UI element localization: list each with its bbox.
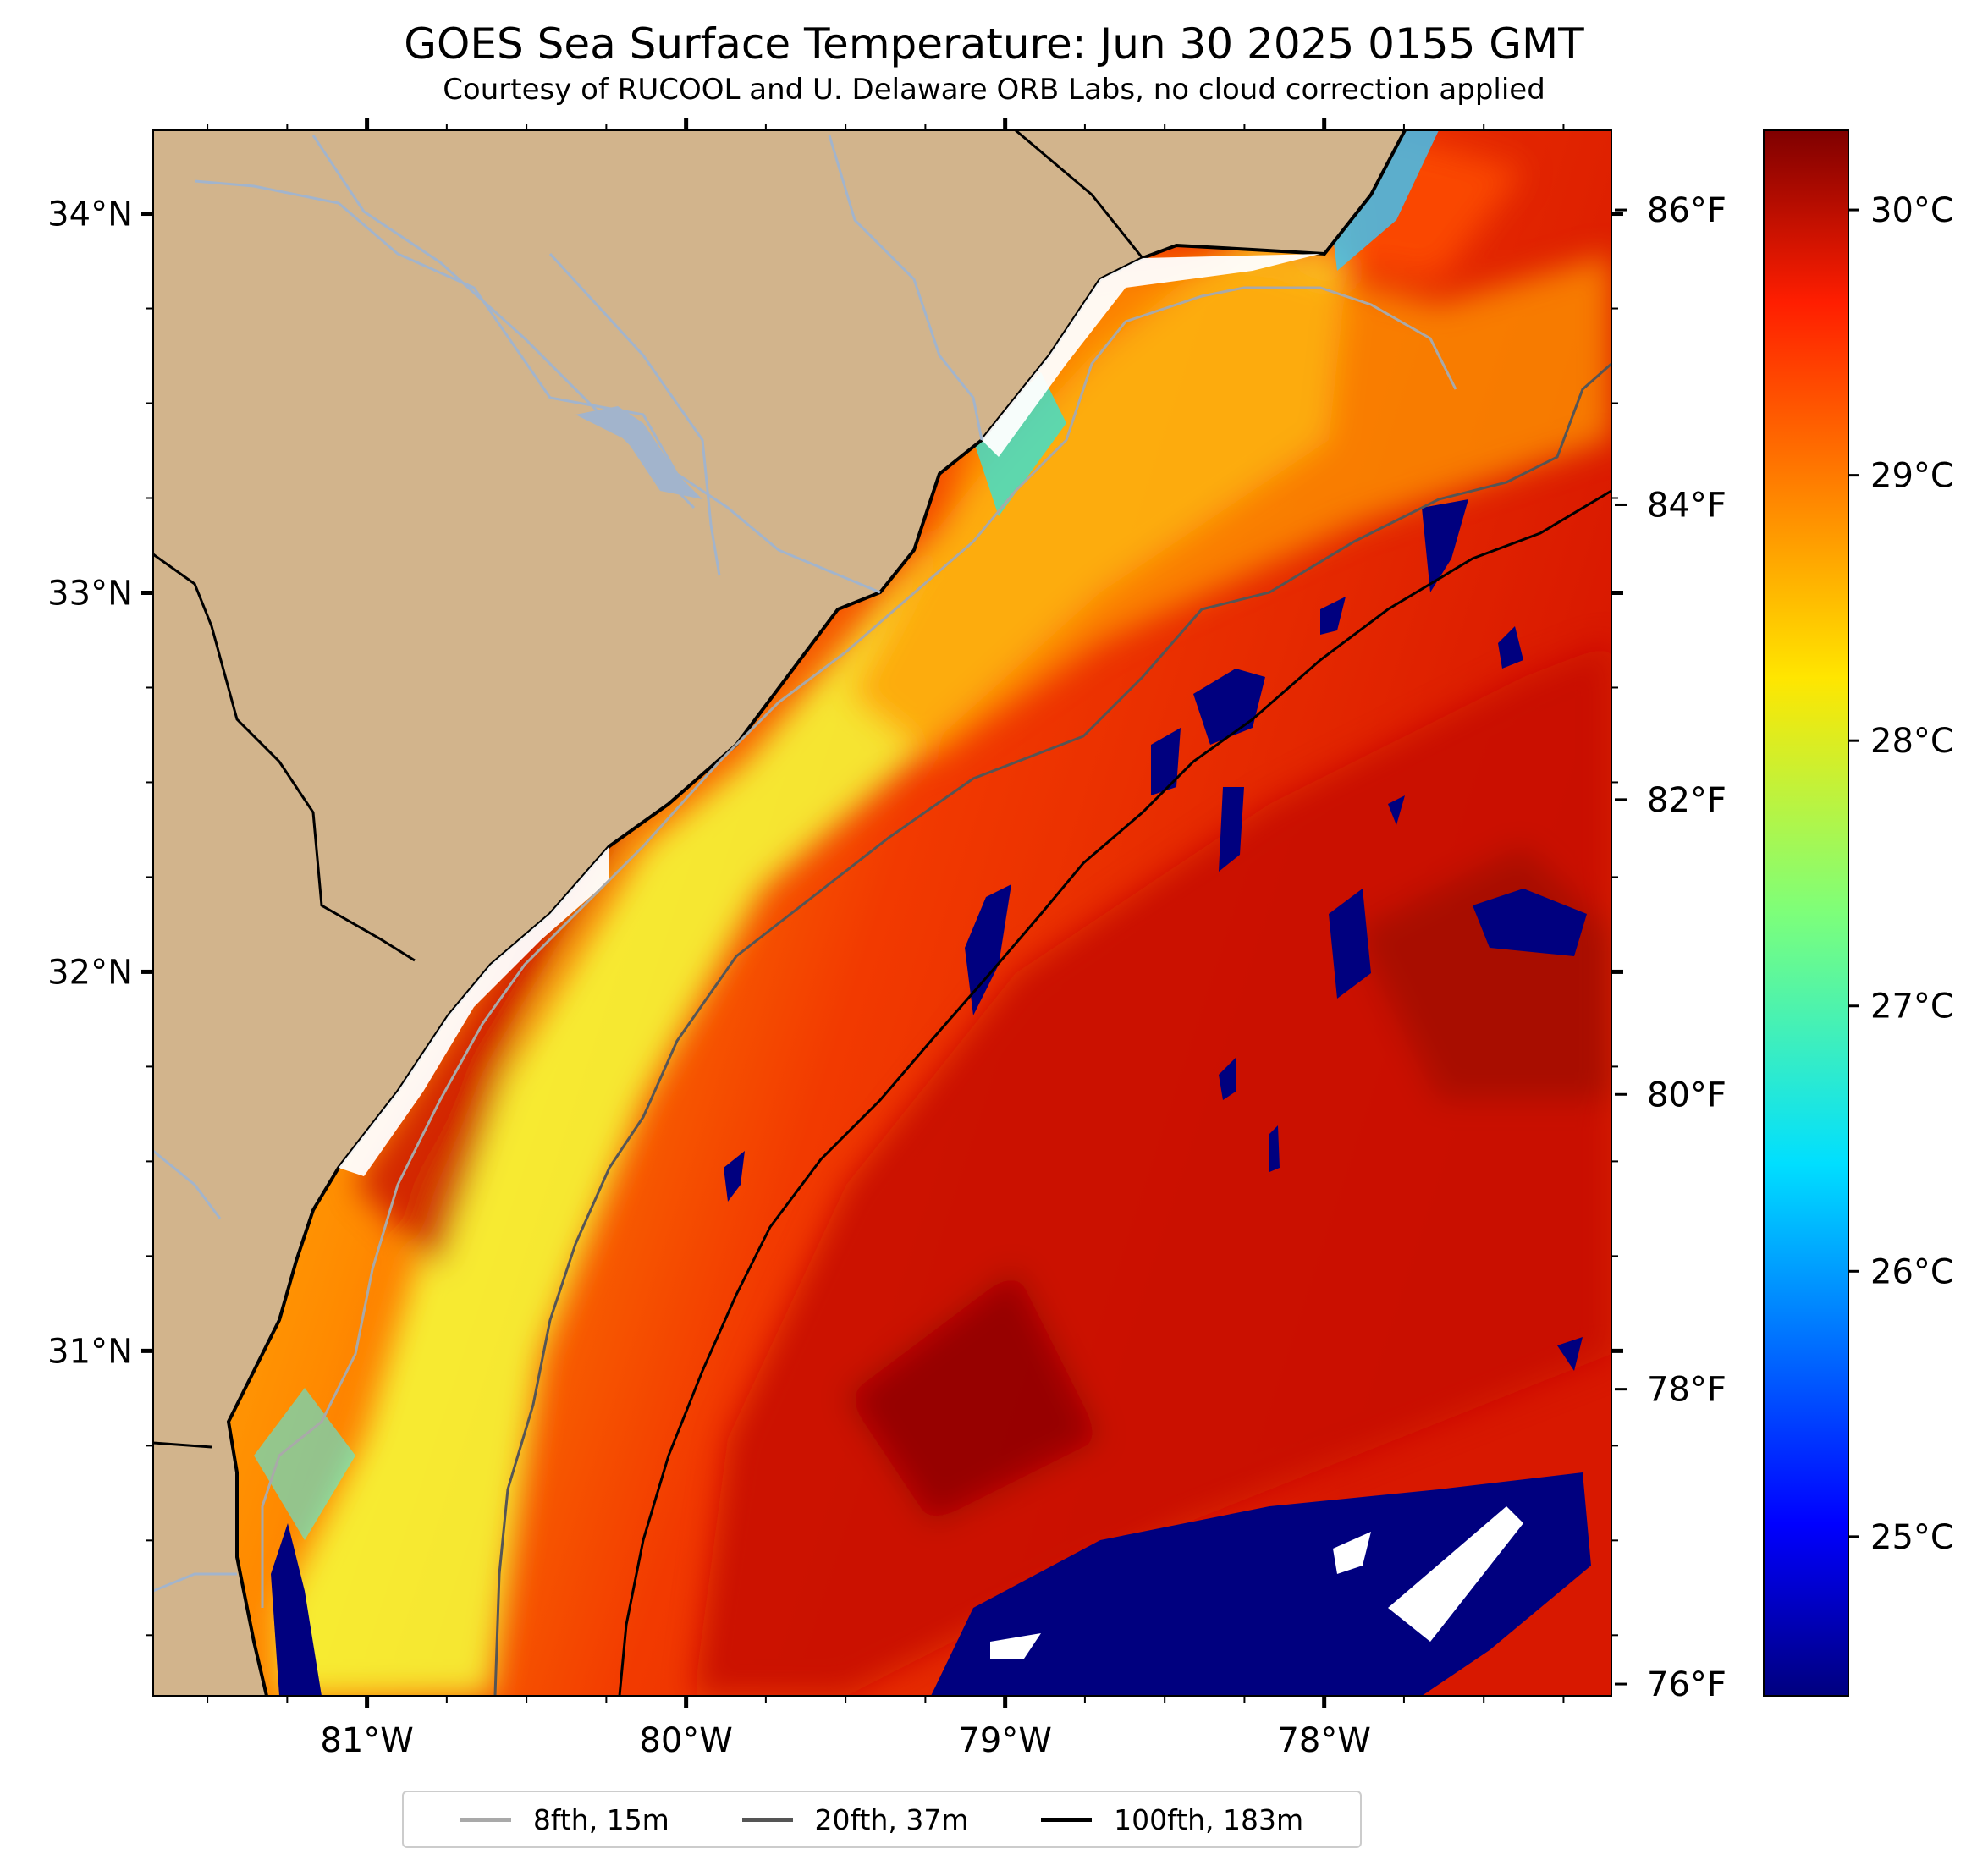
colorbar xyxy=(1763,129,1849,1697)
isobath-100fth xyxy=(618,489,1611,1696)
longitude-axis: 81°W 80°W 79°W 78°W xyxy=(320,118,1371,1760)
isobath-20fth xyxy=(493,362,1611,1696)
cold-cloud-patches xyxy=(271,499,1591,1696)
lat-label: 32°N xyxy=(47,953,133,992)
celsius-label: 28°C xyxy=(1870,722,1954,761)
cool-patch-south xyxy=(254,1388,355,1540)
lat-label: 31°N xyxy=(47,1332,133,1371)
fahrenheit-label: 76°F xyxy=(1647,1665,1726,1704)
legend-swatch-8fth xyxy=(460,1817,511,1822)
lon-label: 80°W xyxy=(639,1721,732,1760)
map-subtitle: Courtesy of RUCOOL and U. Delaware ORB L… xyxy=(443,73,1545,107)
lon-label: 79°W xyxy=(958,1721,1051,1760)
fahrenheit-axis: 86°F 84°F 82°F 80°F 78°F 76°F xyxy=(1615,191,1726,1704)
legend-label-8fth: 8fth, 15m xyxy=(532,1802,669,1836)
latitude-axis: 34°N 33°N 32°N 31°N xyxy=(47,195,1623,1371)
fahrenheit-label: 86°F xyxy=(1647,191,1726,230)
state-borders xyxy=(153,130,1144,1449)
lat-label: 34°N xyxy=(47,195,133,234)
lon-label: 81°W xyxy=(320,1721,413,1760)
isobath-legend: 8fth, 15m 20fth, 37m 100fth, 183m xyxy=(402,1791,1362,1848)
land-mass xyxy=(153,130,1405,1696)
celsius-label: 26°C xyxy=(1870,1252,1954,1291)
legend-swatch-20fth xyxy=(741,1817,793,1822)
legend-item-8fth: 8fth, 15m xyxy=(460,1803,669,1836)
fahrenheit-label: 78°F xyxy=(1647,1371,1726,1410)
legend-swatch-100fth xyxy=(1041,1817,1093,1822)
fahrenheit-label: 82°F xyxy=(1647,781,1726,820)
lake xyxy=(575,406,702,499)
celsius-label: 27°C xyxy=(1870,988,1954,1026)
celsius-label: 29°C xyxy=(1870,457,1954,496)
legend-item-20fth: 20fth, 37m xyxy=(741,1802,969,1836)
celsius-label: 30°C xyxy=(1870,191,1954,230)
celsius-axis: 30°C 29°C 28°C 27°C 26°C 25°C xyxy=(1848,191,1954,1557)
legend-item-100fth: 100fth, 183m xyxy=(1041,1803,1303,1836)
celsius-label: 25°C xyxy=(1870,1518,1954,1557)
isobath-8fth xyxy=(261,286,1457,1608)
fahrenheit-label: 80°F xyxy=(1647,1076,1726,1114)
minor-ticks xyxy=(146,124,1618,1703)
lon-label: 78°W xyxy=(1277,1721,1370,1760)
lat-label: 33°N xyxy=(47,574,133,613)
legend-label-20fth: 20fth, 37m xyxy=(814,1802,969,1836)
map-area xyxy=(153,130,1611,1696)
legend-label-100fth: 100fth, 183m xyxy=(1114,1802,1304,1836)
fahrenheit-label: 84°F xyxy=(1647,486,1726,525)
map-frame xyxy=(152,129,1612,1697)
cool-nearshore-mid xyxy=(973,372,1066,516)
isobaths xyxy=(261,286,1611,1696)
map-title: GOES Sea Surface Temperature: Jun 30 202… xyxy=(404,19,1584,69)
no-data-gaps xyxy=(990,1506,1523,1659)
